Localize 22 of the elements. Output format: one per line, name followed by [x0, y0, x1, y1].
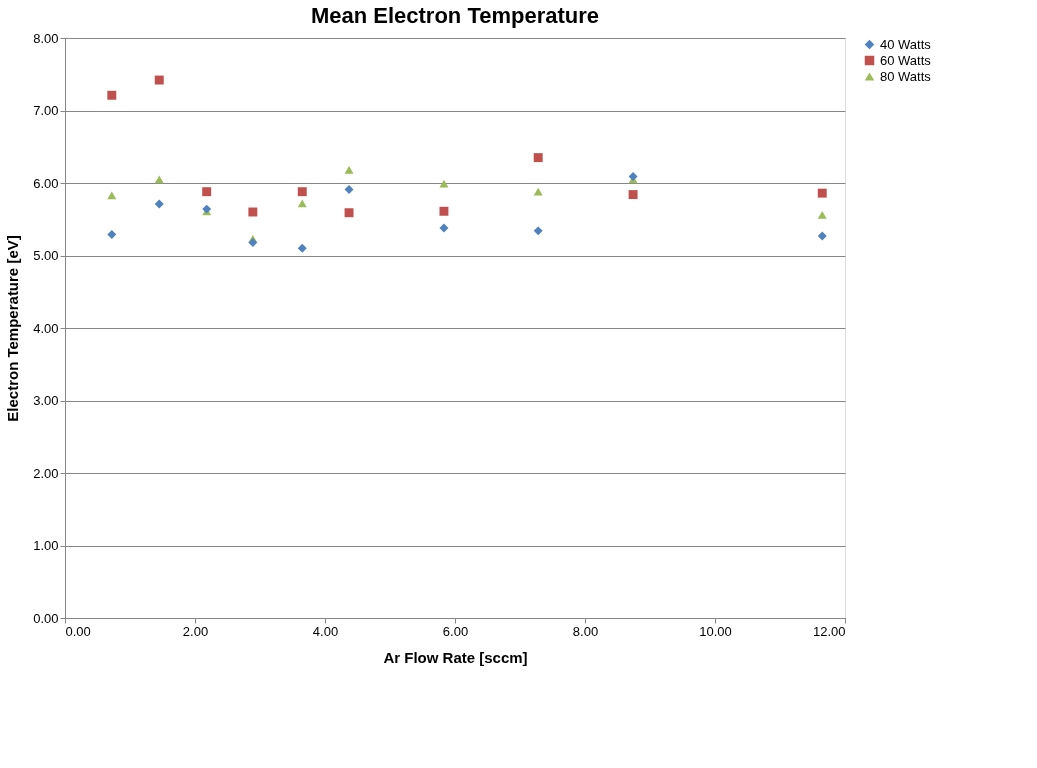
y-tick-label: 4.00 [33, 320, 59, 336]
y-tick-label: 3.00 [33, 393, 59, 408]
y-tick-label: 0.00 [33, 610, 59, 626]
x-tick-label: 6.00 [442, 623, 469, 639]
y-tick-label: 1.00 [33, 538, 59, 553]
y-axis-title: Electron Temperature [eV] [4, 235, 22, 422]
y-tick-label: 6.00 [33, 175, 59, 191]
y-tick-label: 5.00 [33, 248, 59, 263]
y-tick-label: 7.00 [33, 103, 59, 118]
legend-label: 60 Watts [880, 52, 932, 68]
x-tick-label: 12.00 [812, 623, 846, 639]
chart-title: Mean Electron Temperature [310, 3, 600, 28]
y-tick-label: 2.00 [33, 465, 59, 481]
legend-label: 80 Watts [880, 68, 932, 84]
x-tick-label: 8.00 [572, 623, 599, 639]
x-axis-title: Ar Flow Rate [sccm] [383, 648, 528, 666]
x-tick-label: 2.00 [182, 623, 209, 639]
x-tick-label: 10.00 [699, 623, 732, 639]
x-tick-label: 4.00 [312, 623, 339, 639]
legend-label: 40 Watts [880, 36, 932, 52]
y-tick-label: 8.00 [33, 30, 59, 46]
x-tick-label: 0.00 [65, 623, 91, 639]
